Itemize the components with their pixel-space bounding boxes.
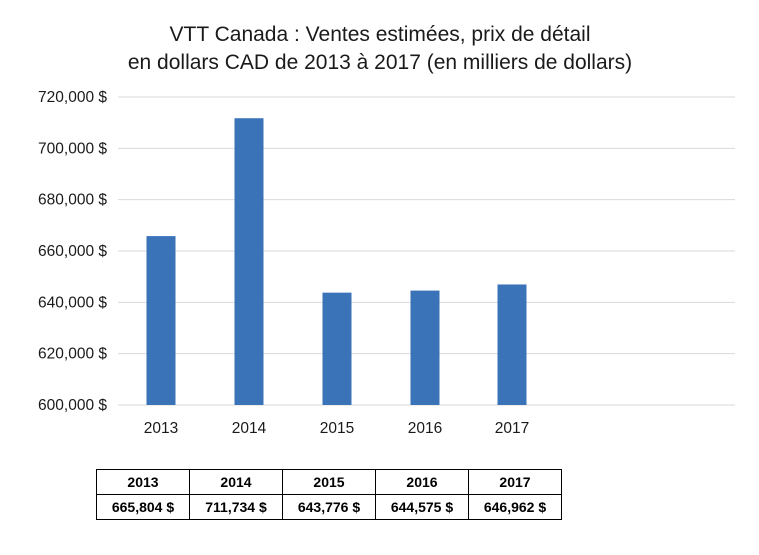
- table-value-cell: 711,734 $: [189, 494, 283, 520]
- x-axis-category-labels: 2013 2014 2015 2016 2017: [144, 420, 529, 437]
- table-value-row: 665,804 $ 711,734 $ 643,776 $ 644,575 $ …: [96, 494, 562, 520]
- bar-chart: VTT Canada : Ventes estimées, prix de dé…: [38, 23, 735, 437]
- x-category-label: 2016: [408, 420, 442, 437]
- chart-title-line-1: VTT Canada : Ventes estimées, prix de dé…: [169, 23, 590, 46]
- bars: [146, 118, 527, 405]
- x-category-label: 2015: [320, 420, 354, 437]
- table-value-cell: 646,962 $: [468, 494, 562, 520]
- x-category-label: 2014: [232, 420, 267, 437]
- bar-2016: [410, 290, 440, 405]
- table-header-row: 2013 2014 2015 2016 2017: [96, 469, 562, 495]
- table-value-cell: 643,776 $: [282, 494, 376, 520]
- table-header-cell: 2015: [282, 469, 376, 495]
- y-axis-tick-labels: 600,000 $ 620,000 $ 640,000 $ 660,000 $ 680,…: [38, 89, 107, 414]
- y-tick-label: 600,000 $: [38, 397, 107, 414]
- table-value-cell: 644,575 $: [375, 494, 469, 520]
- table-header-cell: 2013: [96, 469, 190, 495]
- y-tick-label: 660,000 $: [38, 243, 107, 260]
- bar-2015: [322, 292, 352, 405]
- y-tick-label: 720,000 $: [38, 89, 107, 106]
- bar-2013: [146, 236, 176, 405]
- table-header-cell: 2016: [375, 469, 469, 495]
- bar-2017: [497, 284, 527, 405]
- table-header-cell: 2014: [189, 469, 283, 495]
- y-tick-label: 680,000 $: [38, 192, 107, 209]
- x-category-label: 2013: [144, 420, 178, 437]
- x-category-label: 2017: [495, 420, 529, 437]
- y-tick-label: 640,000 $: [38, 294, 107, 311]
- table-value-cell: 665,804 $: [96, 494, 190, 520]
- chart-title-line-2: en dollars CAD de 2013 à 2017 (en millie…: [128, 51, 632, 74]
- table-header-cell: 2017: [468, 469, 562, 495]
- y-tick-label: 700,000 $: [38, 140, 107, 157]
- y-tick-label: 620,000 $: [38, 346, 107, 363]
- data-table: 2013 2014 2015 2016 2017 665,804 $ 711,7…: [96, 469, 562, 520]
- bar-2014: [234, 118, 264, 405]
